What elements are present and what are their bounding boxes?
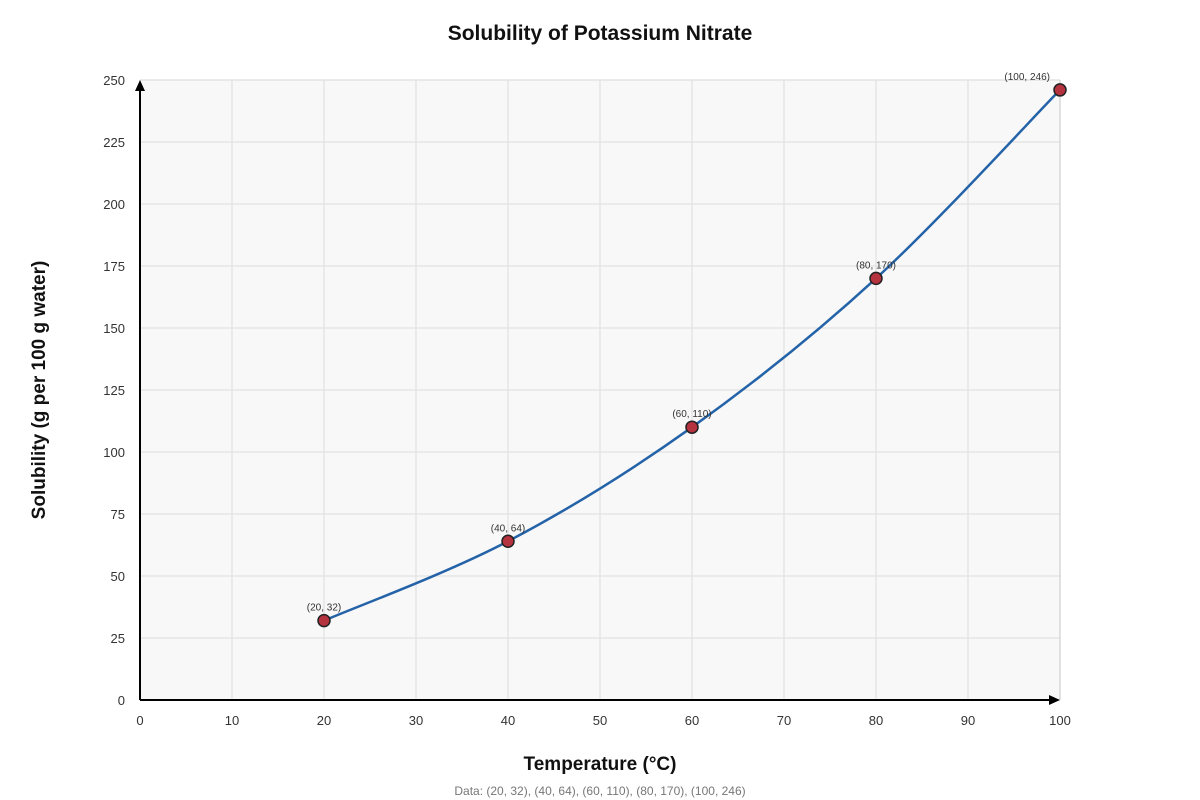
data-label: (20, 32) <box>307 603 341 614</box>
data-label: (80, 170) <box>856 260 896 271</box>
y-tick-label: 75 <box>111 507 125 522</box>
x-tick-label: 50 <box>593 713 607 728</box>
data-point <box>317 613 331 628</box>
axes <box>135 80 1060 705</box>
y-tick-label: 200 <box>103 197 125 212</box>
data-label: (100, 246) <box>1004 72 1050 83</box>
x-tick-label: 40 <box>501 713 515 728</box>
y-tick-label: 250 <box>103 73 125 88</box>
series-layer <box>323 89 1061 622</box>
chart-title: Solubility of Potassium Nitrate <box>448 22 753 45</box>
x-tick-label: 70 <box>777 713 791 728</box>
x-axis-label: Temperature (°C) <box>524 754 677 775</box>
data-points <box>317 83 1067 628</box>
y-tick-label: 225 <box>103 135 125 150</box>
y-tick-label: 175 <box>103 259 125 274</box>
y-axis-arrow <box>135 80 145 91</box>
x-tick-label: 0 <box>136 713 143 728</box>
x-tick-label: 90 <box>961 713 975 728</box>
x-tick-label: 100 <box>1049 713 1071 728</box>
y-tick-label: 100 <box>103 445 125 460</box>
y-tick-label: 125 <box>103 383 125 398</box>
data-point <box>869 271 883 286</box>
y-tick-label: 150 <box>103 321 125 336</box>
data-label: (40, 64) <box>491 523 525 534</box>
x-tick-label: 20 <box>317 713 331 728</box>
solubility-curve <box>323 89 1061 622</box>
x-tick-label: 30 <box>409 713 423 728</box>
x-tick-label: 80 <box>869 713 883 728</box>
x-tick-label: 60 <box>685 713 699 728</box>
data-point <box>501 534 515 549</box>
data-point <box>1053 83 1067 97</box>
x-tick-label: 10 <box>225 713 239 728</box>
data-footnote: Data: (20, 32), (40, 64), (60, 110), (80… <box>454 784 745 798</box>
tick-labels: 0 10 20 30 40 50 60 70 80 90 100 0 25 50 75 100 125 150 17… <box>103 73 1071 728</box>
data-labels: (20, 32) (40, 64) (60, 110) (80, 170) (100, … <box>307 72 1050 614</box>
y-tick-label: 50 <box>111 569 125 584</box>
x-axis-arrow <box>1049 695 1060 705</box>
y-axis-label: Solubility (g per 100 g water) <box>29 261 50 520</box>
y-tick-label: 0 <box>118 693 125 708</box>
y-tick-label: 25 <box>111 631 125 646</box>
data-point <box>685 420 699 434</box>
grid-lines <box>139 79 1061 701</box>
data-label: (60, 110) <box>672 409 711 420</box>
